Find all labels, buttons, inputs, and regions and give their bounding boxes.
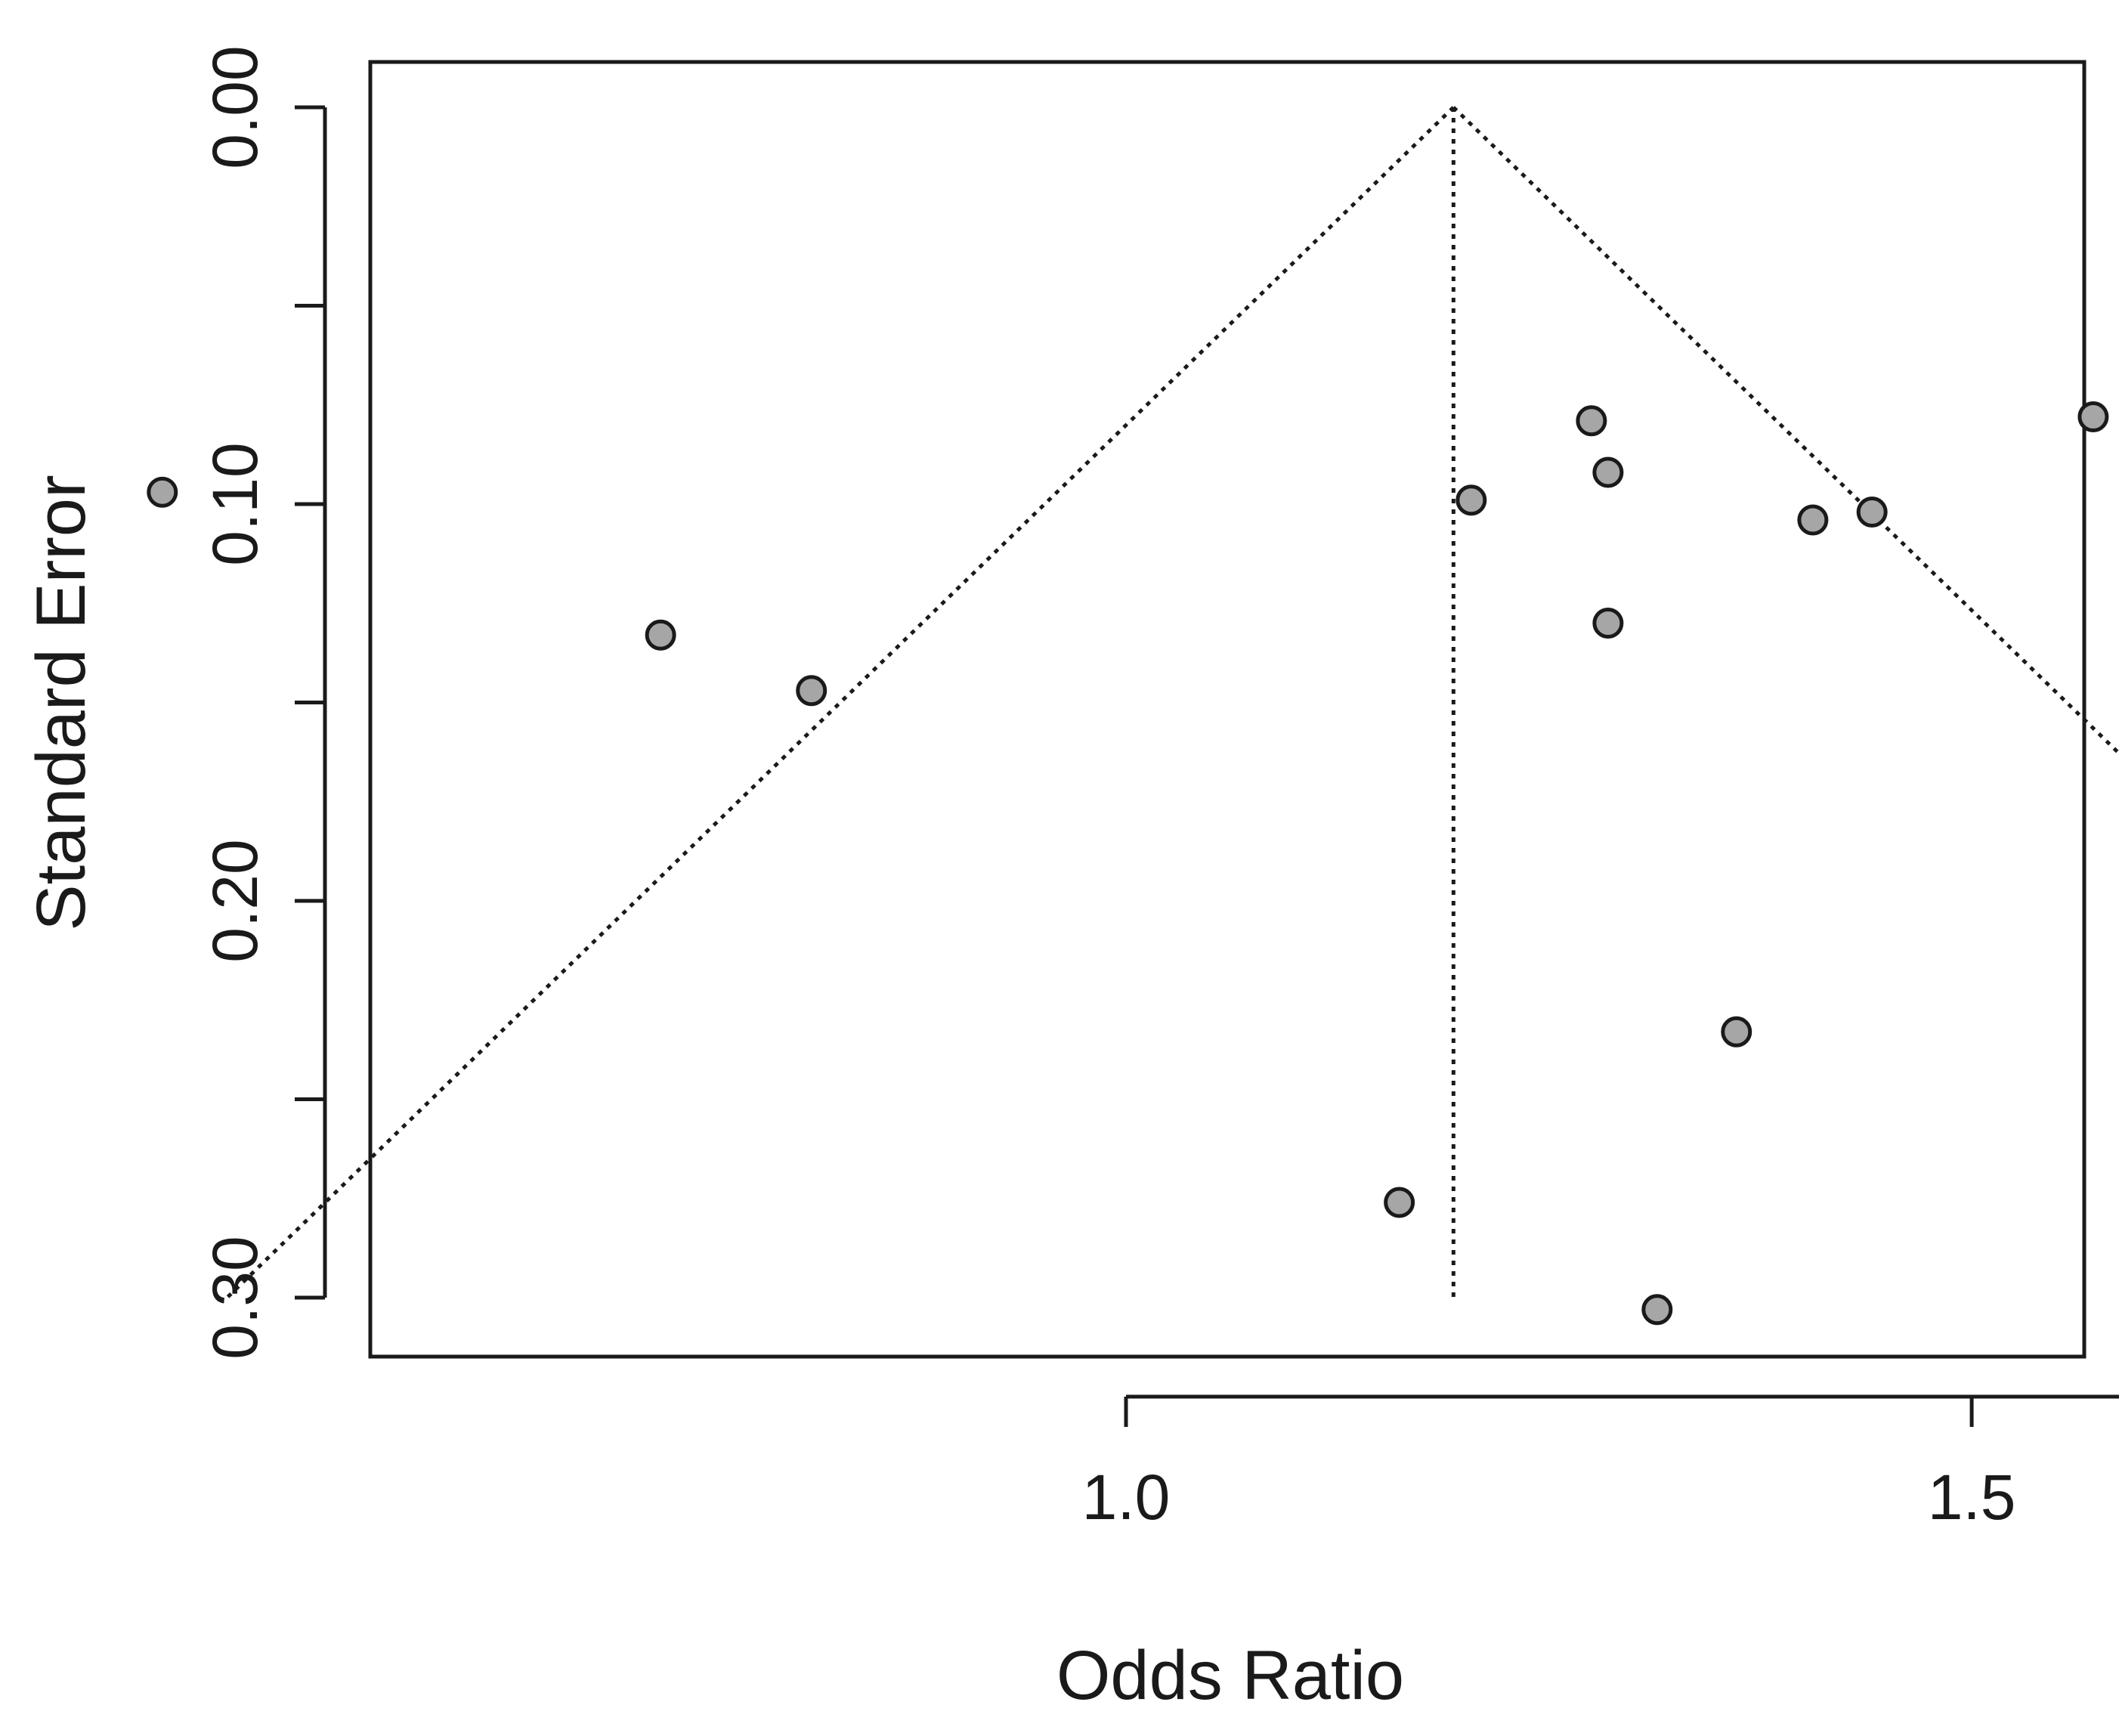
study-point bbox=[1797, 504, 1829, 536]
study-point bbox=[2077, 401, 2109, 432]
plot-frame bbox=[368, 60, 2087, 1359]
study-point bbox=[1592, 456, 1624, 488]
y-tick-label: 0.20 bbox=[200, 839, 271, 963]
funnel-right-boundary bbox=[1452, 106, 2119, 757]
x-axis-title: Odds Ratio bbox=[1056, 1637, 1404, 1714]
study-point bbox=[1856, 497, 1888, 528]
x-tick-label: 1.0 bbox=[1082, 1462, 1171, 1533]
y-tick-label: 0.30 bbox=[200, 1236, 271, 1360]
study-point bbox=[645, 619, 676, 651]
study-point bbox=[796, 675, 827, 707]
y-axis-title: Standard Error bbox=[23, 475, 100, 930]
study-point bbox=[1455, 484, 1487, 516]
x-axis: 1.01.52.0 bbox=[1082, 1394, 2119, 1533]
study-point bbox=[1721, 1016, 1752, 1047]
y-tick-label: 0.00 bbox=[200, 45, 271, 169]
study-point bbox=[1576, 405, 1607, 437]
y-tick-label: 0.10 bbox=[200, 442, 271, 566]
data-points bbox=[147, 401, 2109, 1326]
x-tick-label: 1.5 bbox=[1928, 1462, 2016, 1533]
funnel-lines bbox=[225, 106, 2119, 1299]
study-point bbox=[1592, 608, 1624, 639]
y-axis: 0.00 0.10 0.20 0.30 bbox=[200, 45, 327, 1360]
study-point bbox=[1384, 1187, 1415, 1218]
funnel-left-boundary bbox=[225, 106, 1455, 1299]
study-point bbox=[1641, 1294, 1673, 1326]
study-point bbox=[147, 476, 178, 508]
